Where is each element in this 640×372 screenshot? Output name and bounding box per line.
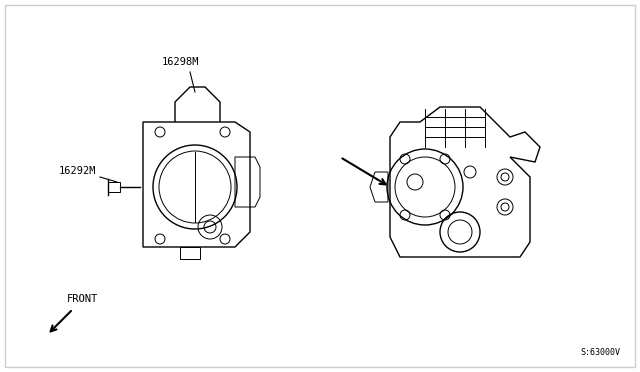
- Text: 16298M: 16298M: [161, 57, 199, 67]
- Text: 16292M: 16292M: [58, 166, 96, 176]
- Text: S:63000V: S:63000V: [580, 348, 620, 357]
- Text: FRONT: FRONT: [67, 294, 99, 304]
